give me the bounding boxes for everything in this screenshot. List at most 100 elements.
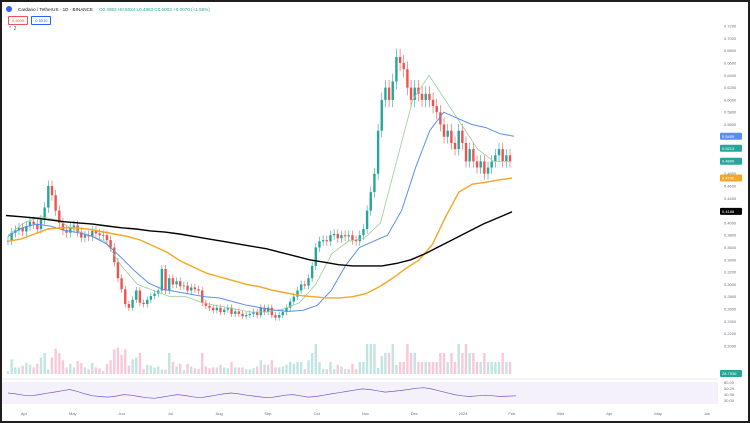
- candle-body: [362, 229, 365, 236]
- candle-body: [105, 235, 109, 241]
- symbol-header: Cardano / TetherUS · 1D · BINANCE O0.495…: [6, 6, 210, 12]
- candle-body: [277, 315, 281, 318]
- y-tick-label: 0.2000: [724, 343, 737, 348]
- symbol-title[interactable]: Cardano / TetherUS · 1D · BINANCE: [18, 6, 93, 12]
- candle-body: [83, 235, 87, 238]
- x-tick-label: Aug: [216, 411, 223, 416]
- indicator-collapse-toggle[interactable]: ⌃ 2: [8, 26, 17, 32]
- x-tick-label: Feb: [508, 411, 516, 416]
- volume-bar: [102, 371, 105, 374]
- candle-body: [281, 312, 285, 316]
- volume-bar: [266, 364, 270, 374]
- volume-bar: [219, 364, 222, 374]
- volume-bar: [190, 366, 193, 374]
- volume-bar: [65, 367, 68, 374]
- volume-bar: [244, 369, 248, 374]
- volume-bar: [428, 362, 431, 374]
- candle-body: [505, 155, 508, 162]
- volume-bar: [263, 364, 266, 374]
- trade-buttons: 0.5009 0.5010: [8, 16, 52, 25]
- candle-body: [299, 284, 303, 291]
- volume-bar: [329, 362, 332, 374]
- price-tag[interactable]: [720, 132, 742, 140]
- volume-bar: [153, 367, 156, 374]
- x-tick-label: Sep: [264, 411, 272, 416]
- volume-bar: [461, 353, 464, 374]
- price-tag-label: 0.5213: [722, 146, 735, 151]
- candle-body: [222, 309, 226, 313]
- price-tag-label: 0.4890: [722, 159, 735, 164]
- price-tag[interactable]: [720, 144, 742, 152]
- volume-bar: [233, 367, 237, 374]
- volume-bar: [230, 362, 233, 374]
- candle-body: [241, 313, 244, 317]
- volume-bar: [80, 362, 83, 374]
- candle-body: [98, 233, 101, 236]
- candle-body: [450, 130, 453, 143]
- y-tick-label: 0.6000: [724, 97, 737, 102]
- volume-bar: [160, 369, 164, 374]
- volume-bar: [424, 362, 427, 374]
- x-tick-label: Mar: [557, 411, 565, 416]
- volume-bar: [120, 354, 123, 374]
- y-tick-label: 0.4400: [724, 196, 737, 201]
- volume-bar: [201, 353, 204, 374]
- price-tag[interactable]: [720, 174, 742, 182]
- volume-bar: [314, 344, 317, 374]
- sma-black-line: [5, 211, 513, 267]
- candle-body: [406, 69, 409, 88]
- volume-bar: [197, 369, 200, 374]
- candle-body: [255, 312, 259, 316]
- x-tick-label: Apr: [606, 411, 613, 416]
- volume-bar: [98, 368, 101, 374]
- volume-bar: [21, 365, 24, 374]
- candle-body: [43, 207, 46, 220]
- volume-bar: [222, 367, 226, 374]
- volume-bar: [292, 363, 296, 374]
- x-tick-label: Jun: [704, 411, 710, 416]
- volume-bar: [28, 364, 32, 374]
- volume-bar: [61, 360, 65, 374]
- candle-body: [131, 299, 134, 308]
- candle-body: [80, 232, 83, 238]
- candle-body: [369, 192, 372, 211]
- volume-bar: [347, 369, 350, 374]
- candle-body: [424, 93, 427, 100]
- y-tick-label: 0.3800: [724, 233, 737, 238]
- volume-bar: [91, 362, 94, 374]
- candle-body: [395, 56, 398, 82]
- volume-bar: [252, 368, 255, 374]
- y-tick-label: 0.3400: [724, 257, 737, 262]
- volume-bar: [131, 359, 134, 374]
- volume-bar: [285, 364, 288, 374]
- y-tick-label: 0.7200: [724, 24, 737, 29]
- candle-body: [193, 287, 197, 290]
- volume-bar: [39, 357, 43, 374]
- price-tag-label: 0.5409: [722, 134, 735, 139]
- volume-bar: [336, 364, 339, 374]
- candle-body: [310, 265, 314, 279]
- candle-body: [237, 311, 241, 314]
- price-tag-label: 0.4188: [722, 209, 735, 214]
- candle-body: [398, 56, 402, 64]
- candle-body: [32, 221, 35, 225]
- buy-button[interactable]: 0.5010: [31, 16, 52, 25]
- candle-body: [54, 195, 57, 211]
- y-tick-label: 0.4000: [724, 220, 737, 225]
- volume-bar: [354, 369, 358, 374]
- candle-body: [120, 278, 123, 290]
- candle-body: [36, 224, 39, 230]
- candle-body: [508, 155, 512, 162]
- x-tick-label: 2024: [459, 411, 469, 416]
- price-tag[interactable]: [720, 157, 742, 165]
- volume-bar: [215, 367, 219, 374]
- price-tag[interactable]: [720, 207, 742, 215]
- candle-body: [91, 230, 94, 237]
- volume-bar: [164, 369, 167, 374]
- rsi-line: [7, 387, 517, 399]
- sell-button[interactable]: 0.5009: [8, 16, 29, 25]
- x-tick-label: Jul: [168, 411, 173, 416]
- y-tick-label: 0.6800: [724, 48, 737, 53]
- candle-body: [58, 210, 61, 223]
